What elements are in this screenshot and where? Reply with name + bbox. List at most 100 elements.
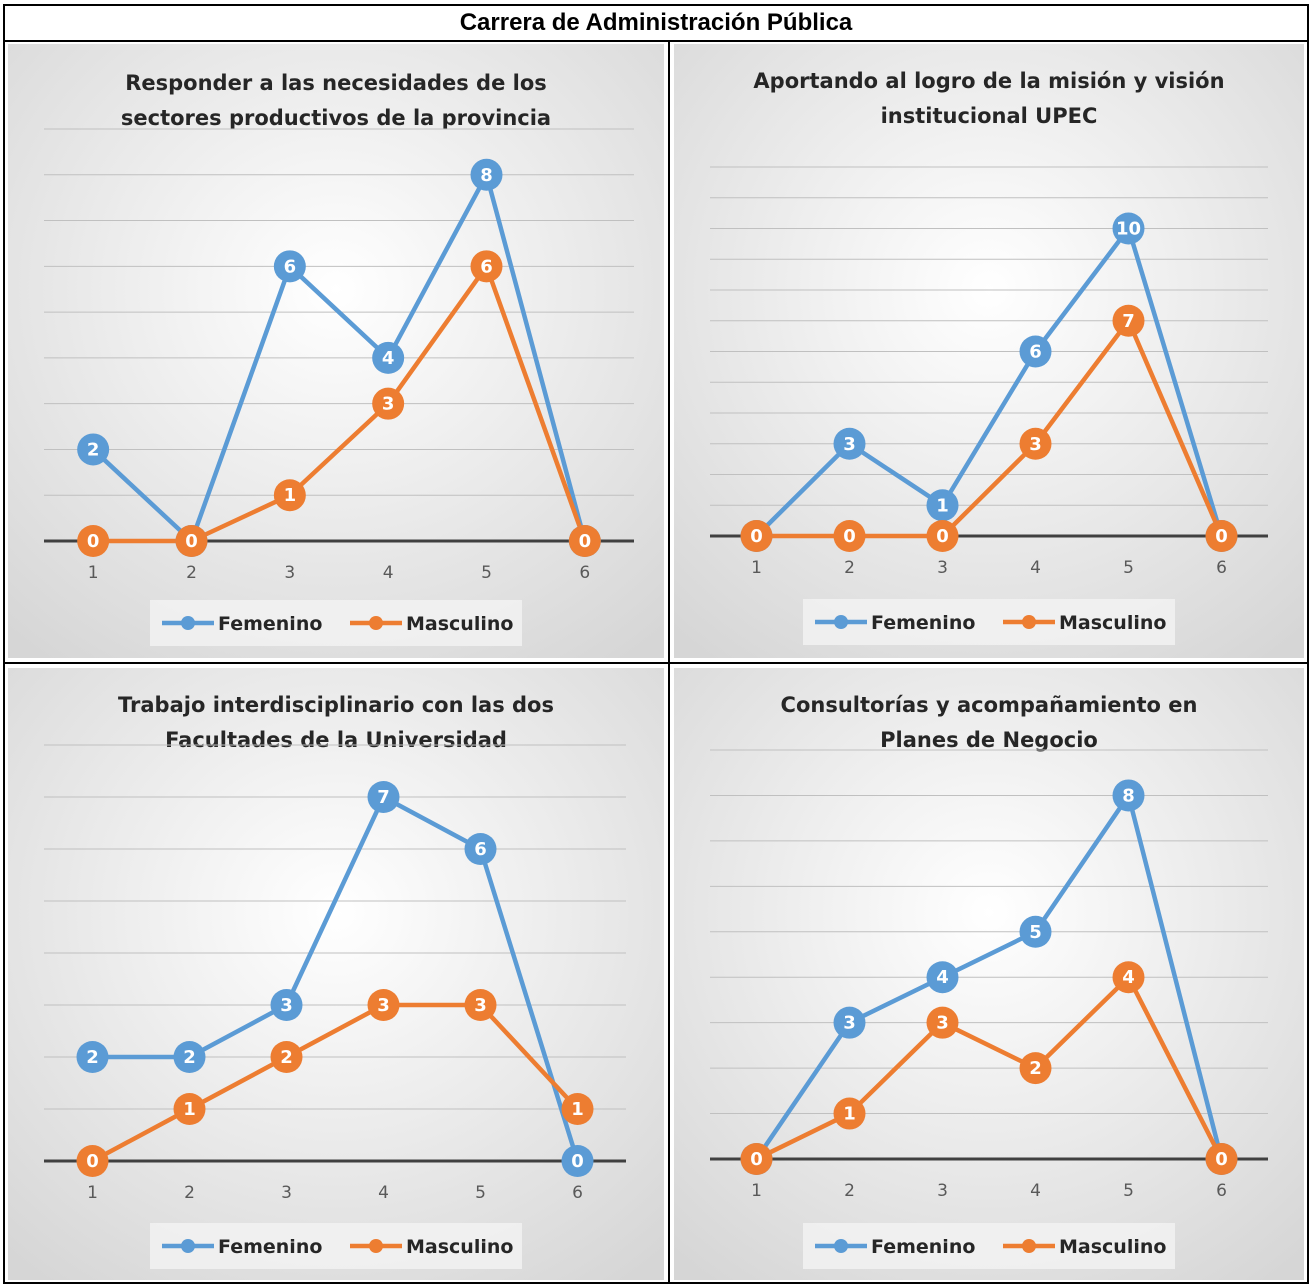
data-label: 0: [579, 531, 592, 552]
data-label: 3: [382, 394, 395, 415]
data-label: 2: [86, 1047, 99, 1068]
data-point-masculino: [568, 525, 601, 557]
chart-title: Aportando al logro de la misión y visión: [753, 69, 1224, 93]
chart-background: [8, 44, 664, 658]
data-point-masculino: [1112, 961, 1145, 994]
data-point-femenino: [173, 1041, 206, 1073]
legend-marker: [369, 1239, 383, 1253]
series-line-femenino: [754, 793, 1224, 1161]
chart-title: sectores productivos de la provincia: [121, 106, 551, 130]
series-line-masculino: [93, 264, 587, 544]
data-label: 0: [750, 526, 763, 547]
chart-panel-2: Aportando al logro de la misión y visión…: [674, 44, 1304, 658]
legend-label: Masculino: [1059, 1236, 1166, 1258]
data-label: 0: [86, 1151, 99, 1172]
data-label: 4: [936, 967, 949, 988]
series-line-masculino: [755, 974, 1224, 1162]
x-tick-label: 4: [383, 563, 394, 583]
data-point-femenino: [273, 250, 306, 283]
data-label: 0: [1215, 526, 1228, 547]
data-point-femenino: [1112, 212, 1145, 245]
data-point-masculino: [1019, 1052, 1052, 1085]
data-point-masculino: [561, 1093, 594, 1125]
x-tick-label: 4: [378, 1183, 389, 1203]
data-label: 4: [1122, 967, 1135, 988]
data-label: 3: [843, 1013, 856, 1034]
data-point-masculino: [1112, 304, 1145, 337]
data-label: 2: [280, 1047, 293, 1068]
legend-label: Femenino: [871, 1236, 975, 1258]
x-tick-label: 5: [1123, 558, 1134, 578]
data-label: 10: [1116, 219, 1141, 240]
data-label: 0: [750, 1149, 763, 1170]
x-tick-label: 6: [579, 563, 590, 583]
data-point-femenino: [926, 961, 959, 994]
data-point-masculino: [77, 525, 110, 557]
data-point-masculino: [1205, 520, 1238, 552]
data-label: 1: [183, 1099, 196, 1120]
legend-label: Femenino: [218, 1236, 322, 1258]
chart-title: Responder a las necesidades de los: [125, 71, 547, 95]
data-label: 8: [1122, 785, 1135, 806]
x-tick-label: 6: [1216, 1181, 1227, 1201]
data-label: 3: [474, 995, 487, 1016]
data-point-femenino: [926, 489, 959, 522]
legend-marker: [181, 616, 195, 630]
data-label: 8: [480, 165, 493, 186]
data-point-masculino: [367, 989, 400, 1021]
data-point-masculino: [833, 520, 866, 552]
data-point-masculino: [464, 989, 497, 1021]
legend-marker: [369, 616, 383, 630]
data-point-masculino: [740, 520, 773, 552]
x-tick-label: 6: [1216, 558, 1227, 578]
data-label: 3: [843, 434, 856, 455]
data-label: 1: [936, 495, 949, 516]
x-tick-label: 1: [88, 563, 99, 583]
data-label: 1: [284, 485, 297, 506]
legend-marker: [181, 1239, 195, 1253]
data-label: 3: [377, 995, 390, 1016]
data-label: 2: [87, 439, 100, 460]
legend-marker: [834, 1239, 848, 1253]
x-tick-label: 5: [481, 563, 492, 583]
legend-label: Masculino: [406, 1236, 513, 1258]
data-label: 2: [183, 1047, 196, 1068]
page-title: Carrera de Administración Pública: [3, 4, 1309, 40]
series-line-masculino: [91, 1002, 580, 1163]
data-label: 7: [377, 787, 390, 808]
data-point-masculino: [76, 1145, 109, 1177]
data-point-femenino: [367, 781, 400, 813]
x-tick-label: 3: [937, 1181, 948, 1201]
data-label: 6: [1029, 342, 1042, 363]
x-tick-label: 5: [1123, 1181, 1134, 1201]
data-point-femenino: [561, 1145, 594, 1177]
legend-label: Masculino: [1059, 612, 1166, 634]
data-label: 3: [1029, 434, 1042, 455]
legend-marker: [834, 615, 848, 629]
data-point-masculino: [740, 1143, 773, 1175]
series-line-femenino: [92, 794, 580, 1162]
x-tick-label: 2: [186, 563, 197, 583]
chart-svg: Responder a las necesidades de los sector…: [8, 44, 664, 658]
series-line-femenino: [754, 226, 1224, 538]
chart-background: [674, 668, 1304, 1280]
chart-title: Trabajo interdisciplinario con las dos: [118, 693, 554, 717]
data-point-masculino: [926, 520, 959, 552]
table-divider-horizontal: [3, 662, 1309, 664]
data-label: 0: [1215, 1149, 1228, 1170]
data-label: 5: [1029, 922, 1042, 943]
data-point-femenino: [1019, 915, 1052, 948]
x-tick-label: 3: [284, 563, 295, 583]
data-point-femenino: [76, 1041, 109, 1073]
data-point-masculino: [926, 1006, 959, 1039]
data-point-femenino: [77, 433, 110, 466]
data-label: 3: [280, 995, 293, 1016]
data-point-femenino: [1019, 335, 1052, 368]
data-point-femenino: [1112, 779, 1145, 812]
data-point-masculino: [833, 1097, 866, 1130]
x-tick-label: 1: [751, 558, 762, 578]
data-label: 1: [843, 1104, 856, 1125]
x-tick-label: 5: [475, 1183, 486, 1203]
x-tick-label: 1: [751, 1181, 762, 1201]
